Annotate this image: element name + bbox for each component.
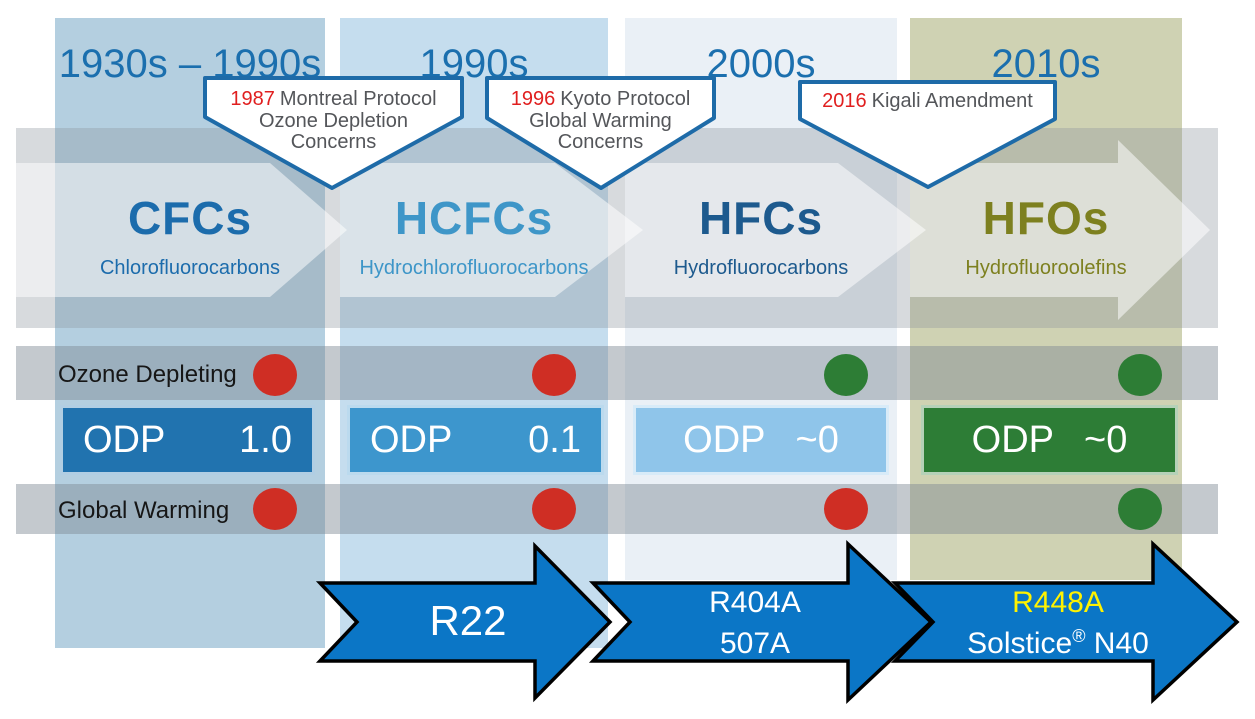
- generation-hcfc-fullname: Hydrochlorofluorocarbons: [359, 257, 589, 279]
- global-warming-label: Global Warming: [58, 497, 230, 524]
- registered-trademark-symbol: ®: [1072, 626, 1086, 646]
- callout-montreal-line3: Concerns: [290, 131, 377, 153]
- era-header-hfo: 2010s: [991, 42, 1101, 86]
- callout-kyoto-line2: Global Warming: [529, 109, 672, 132]
- generation-hfo-fullname: Hydrofluoroolefins: [965, 257, 1127, 279]
- callout-montreal-year: 1987: [230, 88, 275, 110]
- odp-label: ODP: [83, 418, 166, 461]
- ozone-dot-hcfc: [532, 354, 576, 396]
- callout-montreal-line1: 1987 Montreal Protocol: [205, 88, 462, 111]
- refrigerant-r448a-line2: Solstice® N40: [967, 623, 1149, 664]
- generation-hfc-fullname: Hydrofluorocarbons: [673, 257, 849, 279]
- ozone-depleting-label: Ozone Depleting: [58, 361, 237, 388]
- callout-kyoto-year: 1996: [510, 88, 556, 110]
- generation-hcfc: HCFCs Hydrochlorofluorocarbons: [340, 192, 608, 280]
- callout-kigali: 2016 Kigali Amendment: [800, 90, 1055, 113]
- callout-kigali-line1: 2016 Kigali Amendment: [800, 90, 1055, 113]
- warming-dot-hfc: [824, 488, 868, 530]
- refrigerant-r22: R22: [429, 597, 507, 644]
- era-header-cfc: 1930s – 1990s: [58, 42, 322, 86]
- callout-montreal: 1987 Montreal Protocol Ozone Depletion Co…: [205, 88, 462, 154]
- global-warming-row: [16, 484, 1218, 534]
- ozone-depleting-row: [16, 346, 1218, 400]
- callout-montreal-line2: Ozone Depletion: [259, 109, 408, 132]
- odp-box-hcfc: ODP 0.1: [347, 405, 604, 475]
- ozone-dot-hfc: [824, 354, 868, 396]
- callout-kyoto-line1: 1996 Kyoto Protocol: [487, 88, 714, 111]
- refrigerant-r404a-line1: R404A: [709, 586, 801, 619]
- odp-value: 1.0: [239, 418, 292, 461]
- generation-cfc-fullname: Chlorofluorocarbons: [99, 257, 281, 279]
- generation-cfc: CFCs Chlorofluorocarbons: [55, 192, 325, 280]
- generation-cfc-abbr: CFCs: [127, 192, 253, 244]
- era-header-hcfc: 1990s: [419, 42, 529, 86]
- odp-label: ODP: [370, 418, 453, 461]
- refrigerant-r404a-line2: 507A: [719, 627, 791, 660]
- warming-dot-hcfc: [532, 488, 576, 530]
- ozone-dot-cfc: [253, 354, 297, 396]
- odp-label: ODP: [683, 418, 766, 461]
- callout-montreal-event: Montreal Protocol: [279, 88, 437, 110]
- solstice-brand: Solstice: [967, 627, 1073, 660]
- ozone-dot-hfo: [1118, 354, 1162, 396]
- odp-value: 0.1: [528, 418, 581, 461]
- odp-value: ~0: [795, 418, 839, 461]
- generation-hfc-abbr: HFCs: [698, 192, 824, 244]
- callout-kyoto: 1996 Kyoto Protocol Global Warming Concer…: [487, 88, 714, 154]
- solstice-model: N40: [1093, 627, 1149, 660]
- odp-box-cfc: ODP 1.0: [60, 405, 315, 475]
- era-header-hfc: 2000s: [706, 42, 816, 86]
- refrigerant-r448a-line1: R448A: [1012, 586, 1104, 619]
- warming-dot-hfo: [1118, 488, 1162, 530]
- callout-kyoto-event: Kyoto Protocol: [560, 88, 691, 110]
- odp-box-hfo: ODP ~0: [921, 405, 1178, 475]
- refrigerant-r404a: R404A 507A: [709, 582, 801, 664]
- generation-hfc: HFCs Hydrofluorocarbons: [625, 192, 897, 280]
- callout-kigali-year: 2016: [822, 90, 867, 112]
- generation-hfo-abbr: HFOs: [982, 192, 1110, 244]
- odp-value: ~0: [1084, 418, 1128, 461]
- callout-kigali-event: Kigali Amendment: [871, 90, 1033, 112]
- callout-kyoto-line3: Concerns: [557, 131, 644, 153]
- generation-hcfc-abbr: HCFCs: [394, 192, 554, 244]
- generation-hfo: HFOs Hydrofluoroolefins: [910, 192, 1182, 280]
- odp-label: ODP: [971, 418, 1055, 461]
- refrigerant-r448a: R448A Solstice® N40: [967, 582, 1149, 664]
- odp-box-hfc: ODP ~0: [633, 405, 889, 475]
- warming-dot-cfc: [253, 488, 297, 530]
